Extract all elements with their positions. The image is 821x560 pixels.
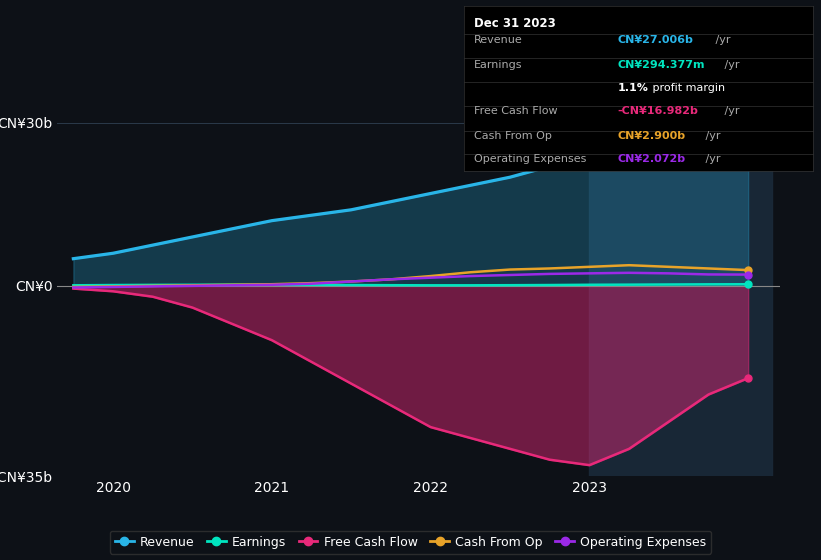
Text: 1.1%: 1.1%: [617, 83, 649, 93]
Text: CN¥2.072b: CN¥2.072b: [617, 154, 686, 164]
Text: profit margin: profit margin: [649, 83, 725, 93]
Bar: [589, 112, 772, 476]
Legend: Revenue, Earnings, Free Cash Flow, Cash From Op, Operating Expenses: Revenue, Earnings, Free Cash Flow, Cash …: [110, 531, 711, 554]
Text: /yr: /yr: [702, 131, 721, 141]
Text: CN¥27.006b: CN¥27.006b: [617, 35, 693, 45]
Text: /yr: /yr: [702, 154, 721, 164]
Text: Dec 31 2023: Dec 31 2023: [475, 17, 556, 30]
Text: Cash From Op: Cash From Op: [475, 131, 553, 141]
Text: Operating Expenses: Operating Expenses: [475, 154, 587, 164]
Text: CN¥2.900b: CN¥2.900b: [617, 131, 686, 141]
Text: Revenue: Revenue: [475, 35, 523, 45]
Text: Earnings: Earnings: [475, 60, 523, 70]
Text: /yr: /yr: [712, 35, 730, 45]
Text: /yr: /yr: [721, 60, 740, 70]
Text: CN¥294.377m: CN¥294.377m: [617, 60, 705, 70]
Text: -CN¥16.982b: -CN¥16.982b: [617, 106, 699, 116]
Text: Free Cash Flow: Free Cash Flow: [475, 106, 558, 116]
Text: /yr: /yr: [721, 106, 740, 116]
